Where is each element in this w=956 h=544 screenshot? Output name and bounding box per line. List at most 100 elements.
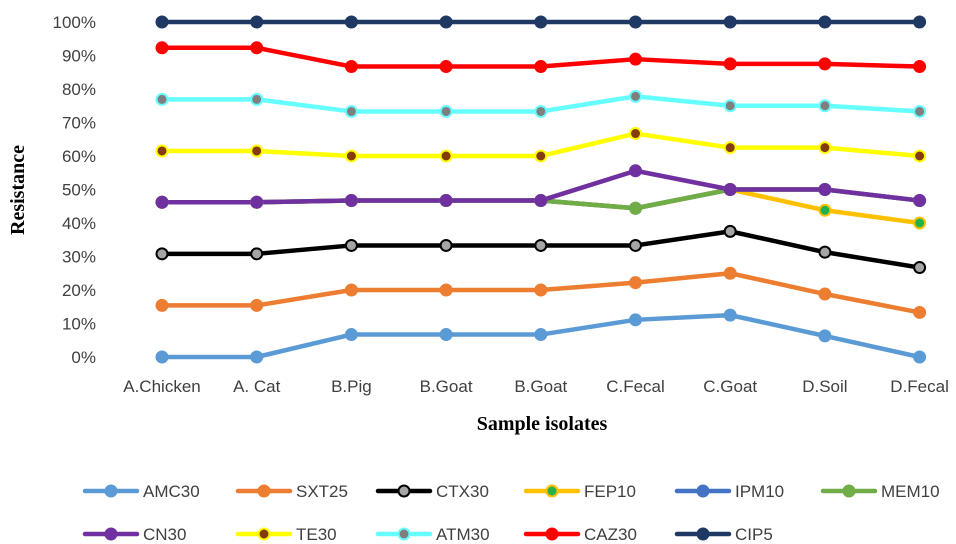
point-ctx30 (534, 238, 548, 252)
legend-swatch-marker (104, 527, 118, 541)
legend-swatch-marker (257, 484, 271, 498)
point-atm30 (818, 99, 832, 113)
point-amc30 (439, 328, 453, 342)
point-cn30 (155, 195, 169, 209)
point-caz30 (344, 60, 358, 74)
point-cip5 (913, 15, 927, 29)
legend-label: AMC30 (143, 482, 200, 501)
legend-item-mem10: MEM10 (820, 482, 940, 501)
legend-swatch-marker (257, 527, 271, 541)
point-te30 (629, 127, 642, 141)
legend-label: TE30 (296, 525, 337, 544)
y-tick-label: 10% (62, 315, 96, 334)
point-sxt25 (439, 283, 453, 297)
point-te30 (534, 149, 548, 163)
point-amc30 (629, 313, 642, 327)
point-amc30 (155, 350, 169, 364)
point-cn30 (250, 195, 264, 209)
x-tick-label: A.Chicken (123, 377, 200, 396)
legend-item-cn30: CN30 (82, 525, 186, 544)
point-te30 (250, 144, 264, 158)
legend-label: CAZ30 (584, 525, 637, 544)
legend-swatch-marker (104, 484, 118, 498)
point-ctx30 (344, 238, 358, 252)
x-tick-label: B.Goat (420, 377, 473, 396)
point-cip5 (250, 15, 264, 29)
point-cip5 (534, 15, 548, 29)
point-atm30 (534, 104, 548, 118)
point-sxt25 (344, 283, 358, 297)
point-mem10 (629, 201, 642, 215)
y-tick-label: 0% (71, 348, 96, 367)
y-tick-label: 30% (62, 248, 96, 267)
point-amc30 (250, 350, 264, 364)
x-tick-label: C.Fecal (606, 377, 665, 396)
point-cip5 (818, 15, 832, 29)
x-axis-title: Sample isolates (477, 413, 608, 435)
point-caz30 (818, 57, 832, 71)
point-atm30 (155, 92, 169, 106)
point-ctx30 (629, 238, 642, 252)
x-tick-label: D.Fecal (890, 377, 949, 396)
point-ctx30 (723, 224, 737, 238)
point-cn30 (818, 183, 832, 196)
legend-label: SXT25 (296, 482, 348, 501)
legend-swatch-marker (545, 484, 559, 498)
point-amc30 (344, 328, 358, 342)
legend-item-ipm10: IPM10 (674, 482, 784, 501)
point-caz30 (629, 52, 642, 66)
point-sxt25 (913, 305, 927, 319)
point-te30 (723, 141, 737, 155)
point-sxt25 (818, 287, 832, 301)
legend-label: CIP5 (735, 525, 773, 544)
point-ctx30 (913, 261, 927, 275)
legend-label: MEM10 (881, 482, 940, 501)
legend-item-caz30: CAZ30 (523, 525, 637, 544)
point-atm30 (913, 104, 927, 118)
point-cip5 (155, 15, 169, 29)
point-te30 (155, 144, 169, 158)
point-caz30 (534, 60, 548, 74)
point-ctx30 (818, 245, 832, 259)
series-markers (155, 15, 927, 364)
point-ctx30 (155, 247, 169, 261)
y-tick-label: 90% (62, 47, 96, 66)
point-cn30 (723, 183, 737, 196)
point-sxt25 (534, 283, 548, 297)
point-caz30 (723, 57, 737, 71)
point-sxt25 (155, 298, 169, 312)
point-cip5 (439, 15, 453, 29)
point-atm30 (629, 89, 642, 103)
legend-swatch-marker (545, 527, 559, 541)
point-cn30 (913, 194, 927, 208)
point-te30 (913, 149, 927, 163)
x-tick-label: D.Soil (802, 377, 847, 396)
point-sxt25 (723, 266, 737, 280)
point-atm30 (439, 104, 453, 118)
point-amc30 (723, 308, 737, 322)
x-tick-label: B.Pig (331, 377, 372, 396)
point-te30 (344, 149, 358, 163)
point-te30 (439, 149, 453, 163)
legend: AMC30 SXT25 CTX30 FEP10 IPM10 MEM10 CN30 TE30 AT… (82, 482, 940, 544)
point-cn30 (344, 194, 358, 208)
point-te30 (818, 141, 832, 155)
legend-label: FEP10 (584, 482, 636, 501)
legend-item-ctx30: CTX30 (375, 482, 489, 501)
legend-item-cip5: CIP5 (674, 525, 773, 544)
point-sxt25 (250, 298, 264, 312)
y-tick-label: 70% (62, 114, 96, 133)
y-tick-label: 60% (62, 147, 96, 166)
point-fep10 (913, 216, 927, 230)
y-tick-label: 50% (62, 181, 96, 200)
point-cip5 (344, 15, 358, 29)
legend-item-atm30: ATM30 (375, 525, 490, 544)
point-cip5 (723, 15, 737, 29)
legend-item-sxt25: SXT25 (235, 482, 348, 501)
legend-item-te30: TE30 (235, 525, 337, 544)
legend-swatch-marker (397, 484, 411, 498)
y-tick-label: 100% (53, 13, 96, 32)
point-cn30 (439, 194, 453, 208)
point-cip5 (629, 15, 642, 29)
